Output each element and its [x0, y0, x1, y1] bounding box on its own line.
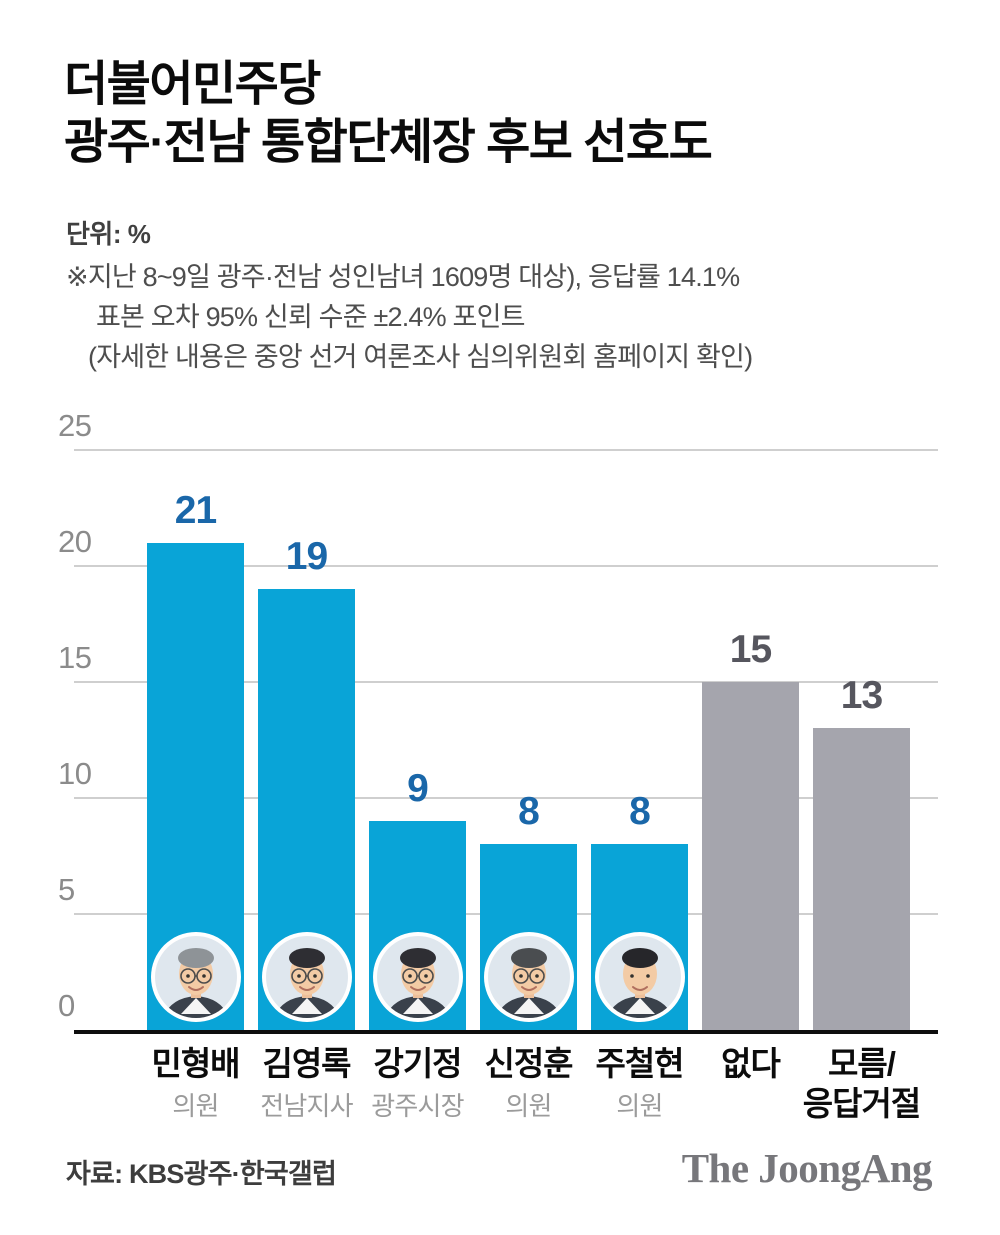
y-axis-tick-label: 15 [58, 640, 92, 675]
category-label: 모름/ 응답거절 [802, 1045, 921, 1123]
bar-neutral [813, 728, 910, 1030]
category-sublabel: 광주시장 [371, 1091, 464, 1121]
joongang-logo: The JoongAng [681, 1145, 933, 1191]
bar-value-label: 8 [518, 790, 540, 834]
bar-value-label: 15 [729, 628, 772, 671]
y-axis-tick-label: 0 [58, 988, 75, 1023]
survey-note-line: 표본 오차 95% 신뢰 수준 ±2.4% 포인트 [96, 301, 525, 332]
bar-value-label: 9 [407, 767, 429, 811]
category-sublabel: 전남지사 [260, 1091, 353, 1121]
data-source: 자료: KBS광주·한국갤럽 [66, 1159, 337, 1189]
candidate-face-icon [483, 932, 574, 1022]
bar-neutral [702, 682, 799, 1030]
category-label: 신정훈 [484, 1045, 573, 1082]
candidate-photo [372, 932, 463, 1022]
candidate-photo [150, 932, 241, 1022]
page-title: 더불어민주당 광주·전남 통합단체장 후보 선호도 [64, 56, 964, 171]
candidate-face-icon [594, 932, 685, 1022]
candidate-face-icon [261, 932, 352, 1022]
y-axis-tick-label: 5 [58, 872, 75, 907]
y-gridline [74, 681, 938, 683]
title-line-2: 광주·전남 통합단체장 후보 선호도 [64, 115, 713, 169]
y-axis-tick-label: 20 [58, 524, 92, 559]
x-axis-line [74, 1030, 938, 1034]
y-gridline [74, 449, 938, 451]
y-axis-tick-label: 10 [58, 756, 92, 791]
bar-value-label: 19 [285, 535, 328, 579]
candidate-photo [483, 932, 574, 1022]
candidate-face-icon [372, 932, 463, 1022]
y-axis-tick-label: 25 [58, 408, 92, 443]
category-sublabel: 의원 [616, 1091, 663, 1121]
category-sublabel: 의원 [505, 1091, 552, 1121]
category-label: 주철현 [595, 1045, 684, 1082]
category-label: 강기정 [373, 1045, 462, 1082]
y-gridline [74, 797, 938, 799]
category-label: 민형배 [151, 1045, 240, 1082]
y-gridline [74, 565, 938, 567]
title-line-1: 더불어민주당 [64, 58, 321, 111]
category-sublabel: 의원 [172, 1091, 219, 1121]
unit-label: 단위: % [66, 219, 151, 249]
bar-value-label: 13 [840, 674, 883, 718]
survey-note-line: ※지난 8~9일 광주·전남 성인남녀 1609명 대상), 응답률 14.1% [66, 262, 740, 292]
survey-notes: ※지난 8~9일 광주·전남 성인남녀 1609명 대상), 응답률 14.1%… [66, 258, 926, 378]
category-label: 없다 [721, 1045, 781, 1082]
category-label: 김영록 [262, 1045, 351, 1082]
bar-value-label: 8 [629, 790, 651, 834]
bar-value-label: 21 [174, 488, 217, 532]
candidate-photo [261, 932, 352, 1022]
candidate-face-icon [150, 932, 241, 1022]
candidate-photo [594, 932, 685, 1022]
survey-note-line: (자세한 내용은 중앙 선거 여론조사 심의위원회 홈페이지 확인) [88, 341, 753, 372]
